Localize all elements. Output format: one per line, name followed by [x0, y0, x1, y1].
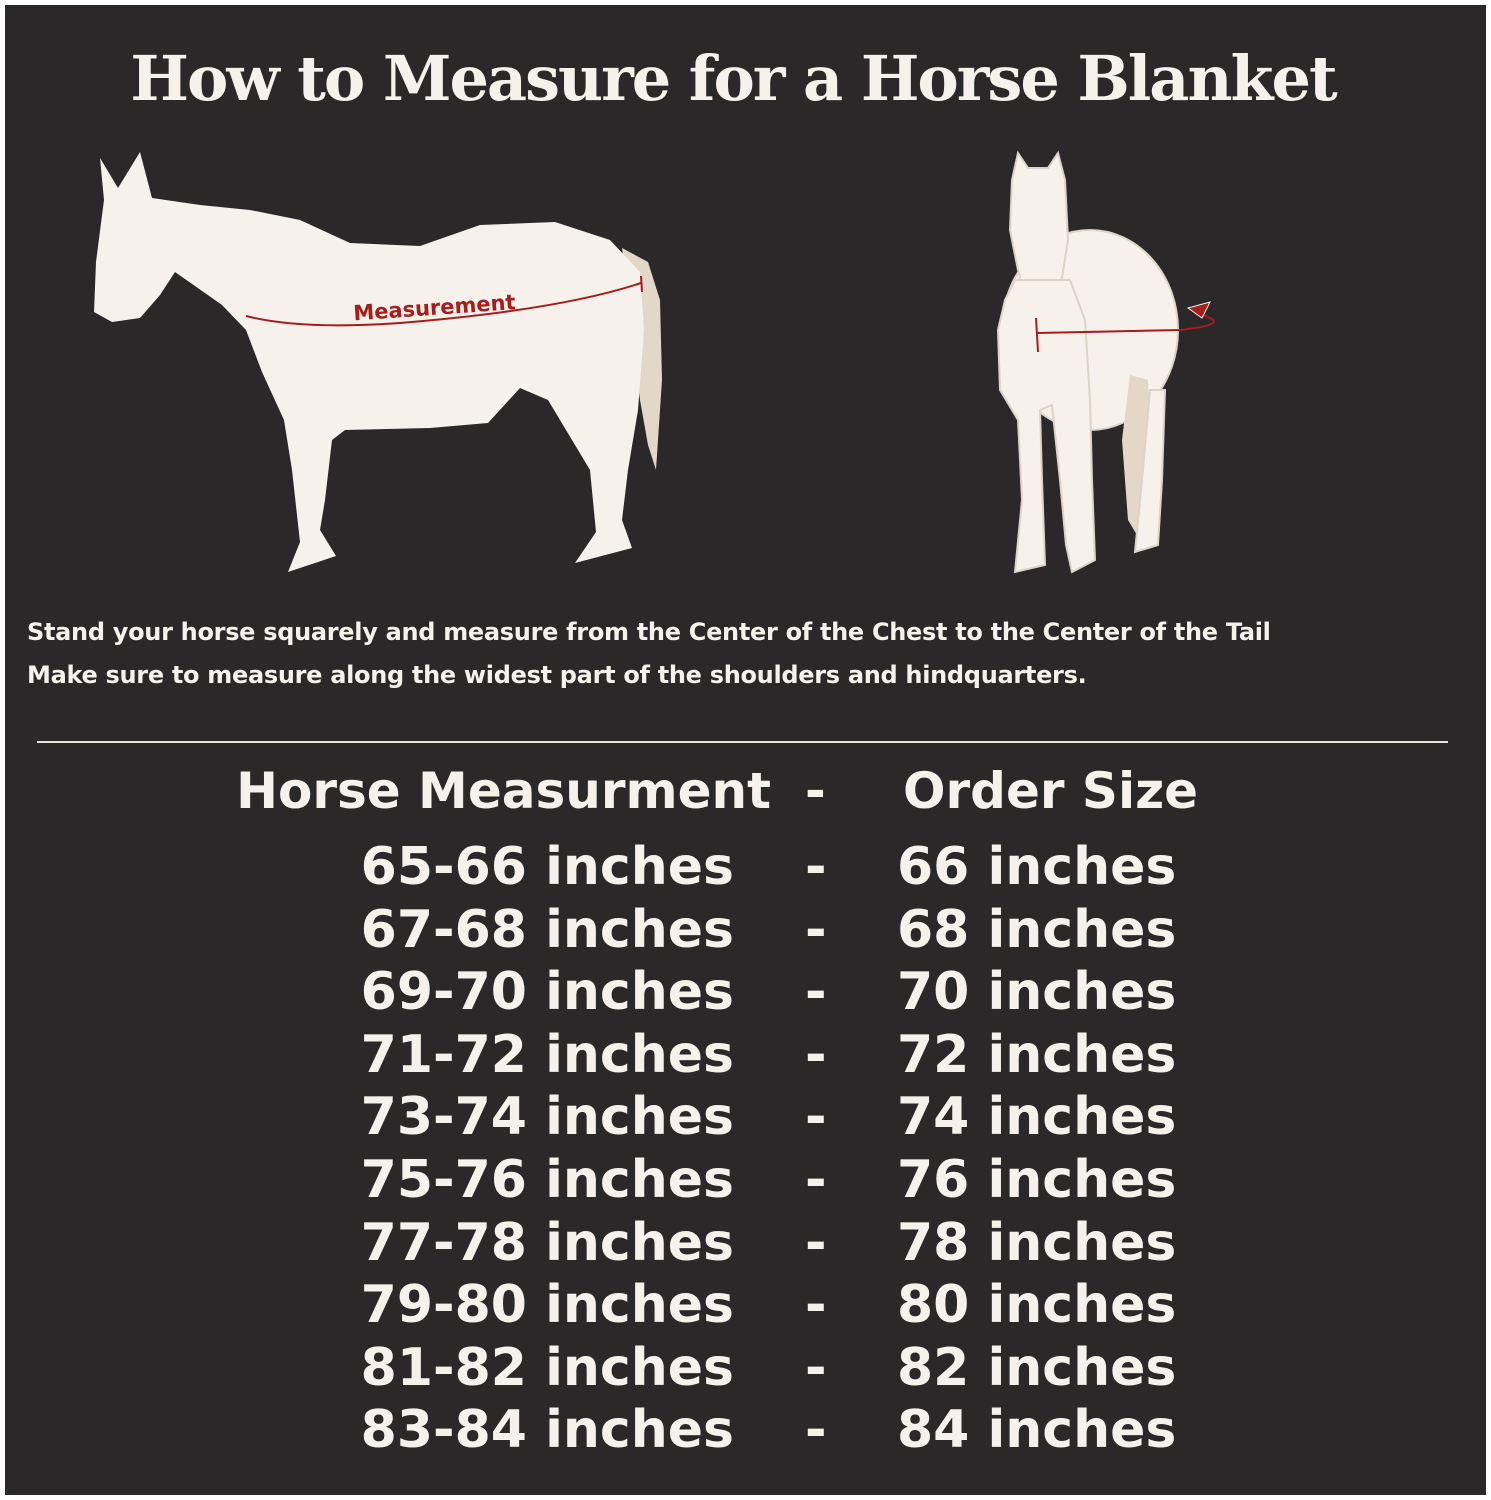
order-size: 82 inches — [897, 1337, 1177, 1398]
front-horse-chest-legs — [996, 279, 1097, 574]
side-horse-body — [94, 152, 644, 572]
measure-start-tick — [1035, 317, 1039, 353]
order-size: 78 inches — [897, 1212, 1177, 1273]
row-separator: - — [805, 1150, 827, 1210]
table-row: 77-78 inches - 78 inches — [0, 1213, 1491, 1275]
row-separator: - — [805, 1337, 827, 1398]
row-separator: - — [805, 1400, 827, 1461]
order-size: 80 inches — [897, 1275, 1177, 1336]
instruction-line-2: Make sure to measure along the widest pa… — [27, 661, 1087, 689]
row-separator: - — [805, 899, 827, 960]
order-size: 72 inches — [897, 1024, 1177, 1085]
row-separator: - — [805, 962, 827, 1023]
measure-end-tick — [640, 275, 643, 293]
measurement-range: 75-76 inches — [360, 1150, 734, 1210]
row-separator: - — [805, 1087, 827, 1148]
front-horse-illustration — [996, 150, 1215, 574]
measurement-range: 73-74 inches — [360, 1087, 734, 1148]
measurement-range: 79-80 inches — [360, 1275, 734, 1336]
order-size: 76 inches — [897, 1150, 1177, 1210]
row-separator: - — [805, 837, 827, 897]
side-horse-illustration: Measurement — [94, 152, 662, 572]
measurement-range: 69-70 inches — [360, 962, 734, 1023]
measurement-range: 83-84 inches — [360, 1400, 734, 1461]
measurement-range: 77-78 inches — [360, 1212, 734, 1273]
divider — [37, 741, 1448, 743]
horse-diagrams: Measurement — [94, 150, 1215, 574]
page-title: How to Measure for a Horse Blanket — [130, 42, 1337, 115]
row-separator: - — [805, 1024, 827, 1085]
table-row: 65-66 inches - 66 inches — [0, 837, 1491, 899]
measurement-range: 65-66 inches — [360, 837, 734, 897]
row-separator: - — [805, 1275, 827, 1336]
table-row: 79-80 inches - 80 inches — [0, 1275, 1491, 1337]
instruction-line-1: Stand your horse squarely and measure fr… — [27, 618, 1271, 646]
table-row: 75-76 inches - 76 inches — [0, 1150, 1491, 1212]
measurement-range: 81-82 inches — [360, 1337, 734, 1398]
measurement-range: 67-68 inches — [360, 899, 734, 960]
table-row: 71-72 inches - 72 inches — [0, 1025, 1491, 1087]
front-horse-hind-leg — [1133, 389, 1167, 554]
table-row: 73-74 inches - 74 inches — [0, 1087, 1491, 1149]
measurement-range: 71-72 inches — [360, 1024, 734, 1085]
header-separator: - — [805, 762, 826, 820]
table-row: 81-82 inches - 82 inches — [0, 1338, 1491, 1400]
table-header: Horse Measurment - Order Size — [0, 762, 1491, 824]
order-size: 84 inches — [897, 1400, 1177, 1461]
table-row: 67-68 inches - 68 inches — [0, 900, 1491, 962]
header-size: Order Size — [903, 762, 1199, 820]
order-size: 68 inches — [897, 899, 1177, 960]
table-row: 83-84 inches - 84 inches — [0, 1400, 1491, 1462]
side-measure-line — [245, 282, 642, 327]
table-row: 69-70 inches - 70 inches — [0, 962, 1491, 1024]
row-separator: - — [805, 1212, 827, 1273]
order-size: 66 inches — [897, 837, 1177, 897]
order-size: 70 inches — [897, 962, 1177, 1023]
arrow-head-icon — [1186, 301, 1211, 319]
header-measurement: Horse Measurment — [236, 762, 771, 820]
order-size: 74 inches — [897, 1087, 1177, 1148]
